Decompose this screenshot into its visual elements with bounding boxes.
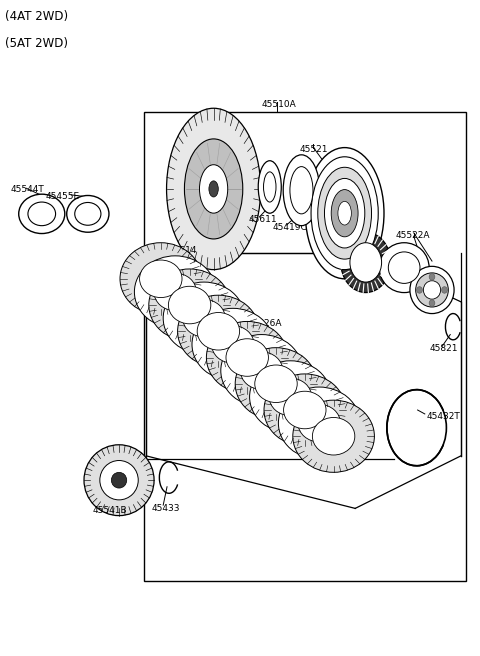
- Ellipse shape: [140, 260, 182, 298]
- Text: 45455E: 45455E: [46, 192, 80, 201]
- Text: (5AT 2WD): (5AT 2WD): [5, 37, 68, 51]
- Ellipse shape: [240, 352, 283, 390]
- Ellipse shape: [250, 361, 331, 433]
- Ellipse shape: [283, 155, 320, 226]
- Ellipse shape: [167, 108, 261, 270]
- Text: 45419C: 45419C: [273, 223, 307, 232]
- Ellipse shape: [255, 365, 297, 403]
- Ellipse shape: [28, 202, 56, 226]
- Ellipse shape: [154, 273, 196, 311]
- Ellipse shape: [197, 312, 240, 350]
- Ellipse shape: [226, 338, 268, 377]
- Ellipse shape: [410, 266, 454, 314]
- Ellipse shape: [120, 243, 202, 315]
- Text: 45426A: 45426A: [247, 319, 282, 329]
- Ellipse shape: [350, 243, 382, 282]
- Text: 45385B: 45385B: [344, 237, 378, 247]
- Ellipse shape: [235, 348, 317, 420]
- Ellipse shape: [200, 165, 228, 213]
- Ellipse shape: [305, 148, 384, 279]
- Ellipse shape: [209, 181, 218, 197]
- Text: 45514: 45514: [169, 246, 197, 255]
- Ellipse shape: [269, 378, 312, 416]
- Ellipse shape: [324, 178, 365, 248]
- Text: 45510A: 45510A: [262, 100, 296, 109]
- Text: 45522A: 45522A: [396, 231, 431, 240]
- Text: 45521: 45521: [300, 145, 328, 154]
- Text: 45544T: 45544T: [11, 185, 44, 194]
- Text: 45412: 45412: [381, 251, 409, 260]
- Ellipse shape: [84, 445, 154, 516]
- Ellipse shape: [163, 282, 245, 354]
- Ellipse shape: [311, 157, 378, 270]
- Ellipse shape: [184, 139, 243, 239]
- Ellipse shape: [331, 190, 358, 237]
- Ellipse shape: [149, 269, 230, 341]
- Bar: [144, 112, 466, 581]
- Ellipse shape: [100, 461, 138, 500]
- Ellipse shape: [212, 325, 254, 363]
- Ellipse shape: [442, 287, 447, 293]
- Ellipse shape: [312, 417, 355, 455]
- Text: 45541B: 45541B: [92, 506, 127, 516]
- Ellipse shape: [298, 404, 340, 442]
- Ellipse shape: [429, 274, 435, 280]
- Ellipse shape: [388, 252, 420, 283]
- Ellipse shape: [264, 172, 276, 202]
- Ellipse shape: [264, 374, 346, 446]
- Ellipse shape: [178, 295, 259, 367]
- Ellipse shape: [379, 243, 429, 293]
- Ellipse shape: [290, 167, 313, 214]
- Ellipse shape: [416, 273, 448, 307]
- Ellipse shape: [192, 308, 274, 380]
- Text: (4AT 2WD): (4AT 2WD): [5, 10, 68, 23]
- Ellipse shape: [111, 472, 127, 488]
- Ellipse shape: [75, 203, 101, 225]
- Ellipse shape: [318, 167, 372, 259]
- Ellipse shape: [293, 400, 374, 472]
- Ellipse shape: [183, 299, 225, 337]
- Ellipse shape: [67, 195, 109, 232]
- Ellipse shape: [284, 391, 326, 429]
- Ellipse shape: [338, 201, 351, 225]
- Ellipse shape: [423, 281, 441, 299]
- Text: 45611: 45611: [249, 215, 277, 224]
- Text: 45821: 45821: [429, 344, 457, 354]
- Ellipse shape: [429, 300, 435, 306]
- Text: 45433: 45433: [151, 504, 180, 513]
- Ellipse shape: [134, 256, 216, 328]
- Ellipse shape: [206, 321, 288, 394]
- Ellipse shape: [168, 286, 211, 324]
- Ellipse shape: [341, 232, 391, 293]
- Ellipse shape: [221, 335, 302, 407]
- Ellipse shape: [19, 194, 65, 234]
- Ellipse shape: [278, 387, 360, 459]
- Text: 45432T: 45432T: [426, 412, 460, 421]
- Ellipse shape: [258, 161, 281, 213]
- Ellipse shape: [417, 287, 422, 293]
